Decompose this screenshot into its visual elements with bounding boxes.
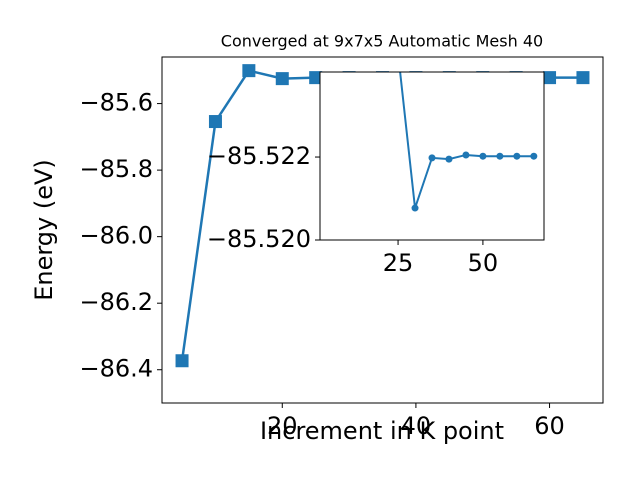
marker — [275, 72, 289, 86]
y-tick-label: −86.2 — [79, 288, 153, 316]
marker — [496, 152, 504, 160]
chart-title: Converged at 9x7x5 Automatic Mesh 40 — [221, 32, 543, 51]
axes-frame — [319, 71, 545, 241]
marker — [513, 152, 521, 160]
marker — [242, 64, 256, 78]
marker — [576, 71, 590, 85]
marker — [309, 71, 323, 85]
marker — [479, 152, 487, 160]
y-tick-label: −85.6 — [79, 89, 153, 117]
marker — [395, 50, 402, 57]
y-axis-label: Energy (eV) — [30, 159, 58, 301]
x-tick-label: 60 — [534, 412, 565, 440]
marker — [411, 204, 419, 212]
y-tick-label: −85.522 — [207, 142, 311, 170]
marker — [530, 152, 538, 160]
marker — [208, 115, 222, 129]
marker — [462, 151, 470, 159]
y-tick-label: −85.8 — [79, 155, 153, 183]
y-tick-label: −86.0 — [79, 222, 153, 250]
x-tick-label: 25 — [383, 249, 414, 277]
marker — [428, 154, 436, 162]
marker — [175, 354, 189, 368]
series-group — [395, 50, 538, 212]
marker — [543, 71, 557, 85]
axes-frame — [161, 56, 604, 404]
x-tick-label: 20 — [267, 412, 298, 440]
y-tick-label: −86.4 — [79, 355, 153, 383]
x-tick-label: 50 — [468, 249, 499, 277]
y-tick-label: −85.520 — [207, 225, 311, 253]
marker — [445, 155, 453, 163]
x-axis-label: Increment in K point — [260, 417, 504, 445]
x-tick-label: 40 — [401, 412, 432, 440]
